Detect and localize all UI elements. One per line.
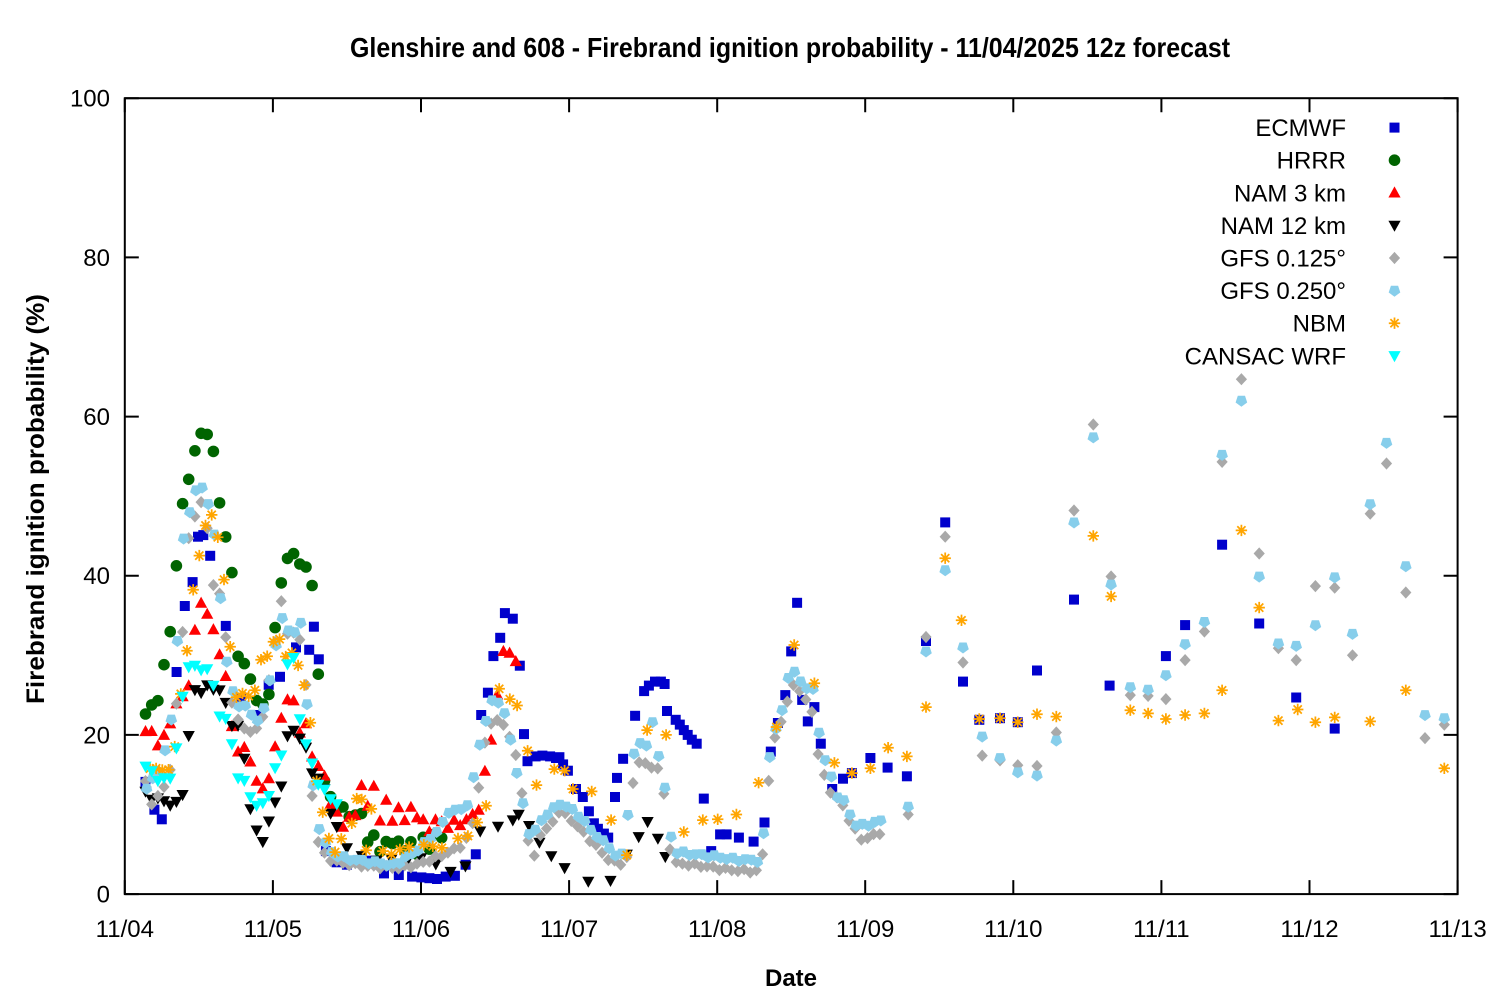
svg-text:0: 0 (97, 882, 110, 909)
svg-text:11/12: 11/12 (1280, 916, 1338, 943)
svg-text:11/06: 11/06 (392, 916, 450, 943)
svg-text:11/08: 11/08 (688, 916, 746, 943)
svg-text:CANSAC WRF: CANSAC WRF (1185, 343, 1346, 370)
svg-text:11/04: 11/04 (96, 916, 154, 943)
svg-text:Glenshire and 608 - Firebrand: Glenshire and 608 - Firebrand ignition p… (350, 32, 1230, 63)
svg-text:60: 60 (83, 404, 110, 431)
svg-text:Date: Date (765, 965, 817, 992)
svg-text:11/13: 11/13 (1428, 916, 1486, 943)
svg-text:GFS 0.250°: GFS 0.250° (1220, 278, 1346, 305)
svg-text:HRRR: HRRR (1277, 148, 1346, 175)
svg-text:11/07: 11/07 (540, 916, 598, 943)
svg-text:11/10: 11/10 (984, 916, 1042, 943)
svg-text:NAM 3 km: NAM 3 km (1234, 180, 1346, 207)
svg-text:11/11: 11/11 (1133, 916, 1190, 943)
svg-text:11/09: 11/09 (836, 916, 894, 943)
svg-text:ECMWF: ECMWF (1255, 115, 1346, 142)
svg-text:GFS 0.125°: GFS 0.125° (1220, 246, 1346, 273)
svg-text:NBM: NBM (1293, 311, 1346, 338)
svg-text:20: 20 (83, 722, 110, 749)
svg-text:100: 100 (70, 86, 110, 113)
svg-text:Firebrand ignition probability: Firebrand ignition probability (%) (22, 294, 50, 704)
svg-text:11/05: 11/05 (244, 916, 302, 943)
svg-text:80: 80 (83, 245, 110, 272)
svg-text:NAM 12 km: NAM 12 km (1221, 213, 1346, 240)
svg-text:40: 40 (83, 563, 110, 590)
